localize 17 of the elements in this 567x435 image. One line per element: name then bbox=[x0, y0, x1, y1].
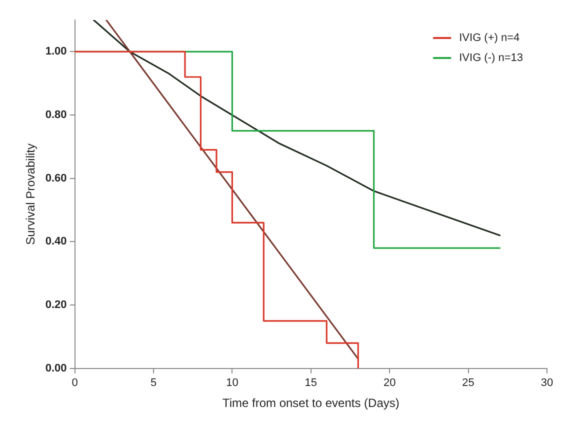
x-tick-label: 25 bbox=[462, 377, 474, 390]
y-tick-label: 0.20 bbox=[45, 299, 67, 312]
x-tick-label: 5 bbox=[150, 377, 157, 390]
y-axis-title: Survival Provability bbox=[24, 144, 38, 245]
y-tick-label: 0.00 bbox=[45, 362, 67, 374]
x-tick-label: 10 bbox=[226, 377, 238, 390]
y-tick-label: 1.00 bbox=[45, 46, 67, 58]
legend-label: IVIG (+) n=4 bbox=[459, 32, 520, 44]
y-tick-label: 0.60 bbox=[45, 172, 67, 184]
x-tick-label: 20 bbox=[383, 377, 396, 390]
y-tick-label: 0.80 bbox=[45, 109, 67, 122]
x-axis-title: Time from onset to events (Days) bbox=[222, 396, 400, 410]
x-tick-label: 30 bbox=[540, 377, 554, 390]
y-tick-label: 0.40 bbox=[45, 236, 67, 248]
x-tick-label: 0 bbox=[72, 377, 78, 390]
legend-label: IVIG (-) n=13 bbox=[459, 52, 524, 64]
x-tick-label: 15 bbox=[304, 377, 318, 390]
